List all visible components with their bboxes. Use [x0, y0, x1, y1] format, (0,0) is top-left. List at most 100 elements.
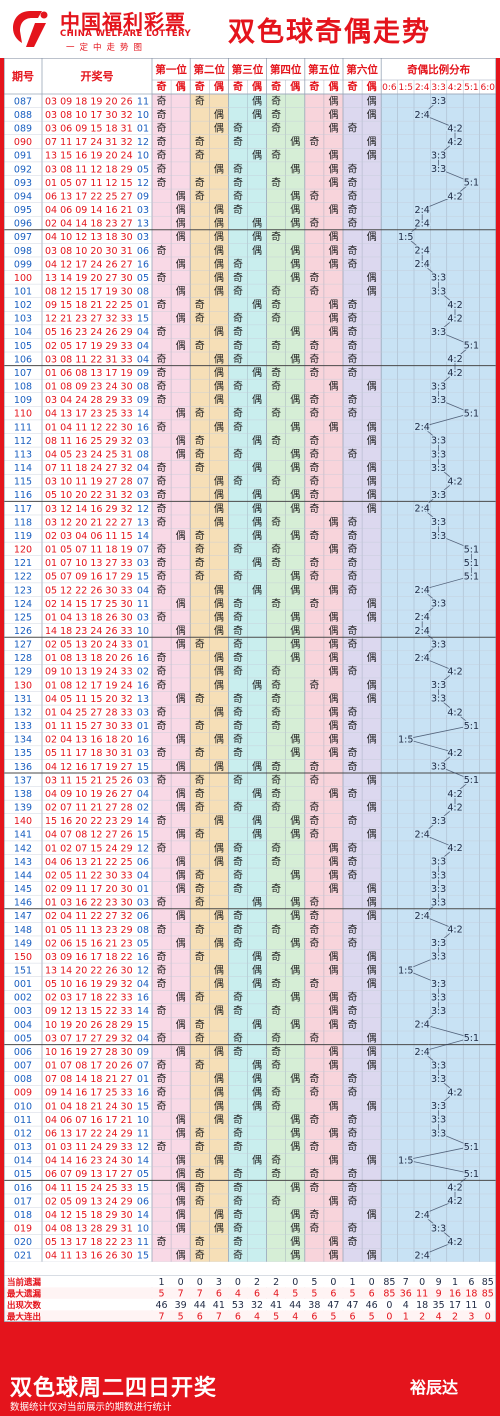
odd-marker: 奇: [157, 122, 167, 135]
blue-ball: 15: [137, 1101, 149, 1112]
period-number: 104: [14, 327, 32, 338]
blue-ball: 04: [137, 979, 149, 990]
odd-marker: 奇: [309, 189, 319, 202]
odd-marker: 奇: [348, 760, 358, 773]
even-marker: 偶: [290, 651, 300, 664]
period-number: 135: [14, 748, 32, 759]
odd-marker: 奇: [233, 1222, 243, 1235]
odd-marker: 奇: [233, 1208, 243, 1221]
blue-ball: 06: [137, 911, 149, 922]
stats-value: 6: [235, 1311, 241, 1322]
ratio-label: 3:3: [431, 952, 446, 963]
ratio-label: 3:3: [431, 816, 446, 827]
odd-marker: 奇: [271, 1167, 281, 1180]
blue-ball: 11: [137, 1237, 149, 1248]
ratio-marker: 4:2: [447, 667, 462, 678]
stats-value: 4: [273, 1288, 279, 1299]
blue-ball: 12: [137, 504, 149, 515]
ratio-marker: 4:2: [447, 368, 462, 379]
odd-marker: 奇: [233, 773, 243, 786]
even-marker: 偶: [214, 1045, 224, 1058]
ratio-marker: 3:3: [431, 96, 446, 107]
blue-ball: 14: [137, 531, 149, 542]
even-marker: 偶: [328, 94, 338, 107]
blue-ball: 16: [137, 952, 149, 963]
odd-marker: 奇: [195, 868, 205, 881]
blue-ball: 07: [137, 1061, 149, 1072]
even-marker: 偶: [290, 610, 300, 623]
stats-label: 最大连出: [7, 1311, 41, 1322]
odd-marker: 奇: [233, 855, 243, 868]
even-marker: 偶: [367, 380, 377, 393]
period-number: 100: [14, 273, 32, 284]
ratio-label: 4:2: [447, 300, 462, 311]
red-balls: 13 15 16 19 20 24: [45, 151, 133, 162]
even-marker: 偶: [367, 94, 377, 107]
stats-value: 9: [436, 1277, 442, 1288]
ratio-marker: 2:4: [415, 1047, 430, 1058]
red-balls: 07 08 14 18 21 27: [45, 1074, 133, 1085]
odd-marker: 奇: [348, 1072, 358, 1085]
blue-ball: 08: [137, 382, 149, 393]
stats-spacer: [4, 1261, 496, 1276]
header-odd: 奇: [309, 80, 319, 93]
stats-value: 41: [270, 1300, 282, 1311]
red-balls: 03 09 16 17 18 22: [45, 952, 133, 963]
odd-marker: 奇: [233, 570, 243, 583]
period-number: 127: [14, 640, 32, 651]
ratio-label: 3:3: [431, 857, 446, 868]
even-marker: 偶: [176, 339, 186, 352]
even-marker: 偶: [328, 1154, 338, 1167]
period-number: 009: [14, 1088, 32, 1099]
ratio-label: 3:3: [431, 1060, 446, 1071]
odd-marker: 奇: [233, 352, 243, 365]
period-number: 147: [14, 911, 32, 922]
red-balls: 03 08 11 22 31 33: [45, 354, 133, 365]
ratio-marker: 3:3: [431, 327, 446, 338]
stats-value: 11: [465, 1300, 477, 1311]
ratio-marker: 2:4: [415, 1251, 430, 1262]
ratio-marker: 3:3: [431, 898, 446, 909]
even-marker: 偶: [176, 1194, 186, 1207]
blue-ball: 01: [137, 300, 149, 311]
even-marker: 偶: [367, 502, 377, 515]
stats-value: 6: [330, 1288, 336, 1299]
red-balls: 04 09 10 19 26 27: [45, 789, 133, 800]
odd-marker: 奇: [348, 583, 358, 596]
even-marker: 偶: [290, 964, 300, 977]
odd-marker: 奇: [309, 1072, 319, 1085]
stats-value: 0: [485, 1300, 491, 1311]
red-balls: 01 11 15 27 30 33: [45, 721, 133, 732]
odd-marker: 奇: [309, 801, 319, 814]
even-marker: 偶: [367, 964, 377, 977]
period-number: 149: [14, 938, 32, 949]
odd-marker: 奇: [271, 556, 281, 569]
even-marker: 偶: [214, 936, 224, 949]
even-marker: 偶: [214, 325, 224, 338]
red-balls: 02 05 11 22 30 33: [45, 870, 133, 881]
even-marker: 偶: [328, 610, 338, 623]
stats-value: 85: [482, 1288, 494, 1299]
odd-marker: 奇: [233, 285, 243, 298]
stats-value: 41: [213, 1300, 225, 1311]
odd-marker: 奇: [195, 882, 205, 895]
ratio-label: 2:4: [415, 205, 430, 216]
red-balls: 01 04 25 27 28 33: [45, 707, 133, 718]
odd-marker: 奇: [233, 543, 243, 556]
red-balls: 10 16 19 27 28 30: [45, 1047, 133, 1058]
stats-value: 5: [178, 1311, 184, 1322]
odd-marker: 奇: [348, 543, 358, 556]
blue-ball: 05: [137, 1169, 149, 1180]
even-marker: 偶: [367, 475, 377, 488]
even-marker: 偶: [328, 950, 338, 963]
red-balls: 01 06 08 13 17 19: [45, 368, 133, 379]
odd-marker: 奇: [157, 352, 167, 365]
brand-name-en: CHINA WELFARE LOTTERY: [60, 29, 192, 39]
even-marker: 偶: [328, 719, 338, 732]
ratio-marker: 2:4: [415, 1210, 430, 1221]
odd-marker: 奇: [195, 434, 205, 447]
blue-ball: 10: [137, 110, 149, 121]
even-marker: 偶: [367, 977, 377, 990]
odd-marker: 奇: [348, 1167, 358, 1180]
blue-ball: 05: [137, 164, 149, 175]
